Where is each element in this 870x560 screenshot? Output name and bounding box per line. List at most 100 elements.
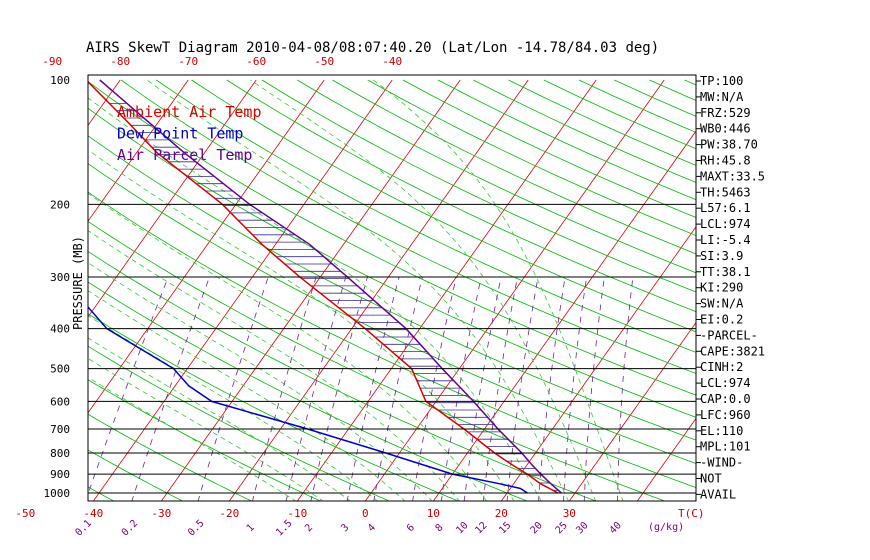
mixing-ratio-tick-label: 8 <box>434 522 446 534</box>
isotherm-line <box>636 417 696 501</box>
pressure-tick-label: 700 <box>50 423 70 436</box>
dry-adiabat-line <box>88 449 184 501</box>
sounding-index-label: TP:100 <box>700 74 743 88</box>
top-temp-tick-label: -50 <box>314 55 334 68</box>
top-temp-tick-label: -80 <box>110 55 130 68</box>
bottom-temp-tick-label: -10 <box>287 507 307 520</box>
moist-adiabat-line <box>88 315 379 501</box>
sounding-index-label: NOT <box>700 472 722 486</box>
background-grid <box>0 79 696 502</box>
mixing-ratio-tick-label: 30 <box>574 520 590 536</box>
mixing-ratio-unit-label: (g/kg) <box>648 522 684 533</box>
bottom-temp-tick-label: -50 <box>15 507 35 520</box>
sounding-index-label: TH:5463 <box>700 185 751 199</box>
top-temp-tick-label: -40 <box>382 55 402 68</box>
mixing-ratio-tick-label: 3 <box>339 522 351 534</box>
pressure-tick-label: 300 <box>50 271 70 284</box>
dry-adiabat-line <box>191 79 696 333</box>
bottom-temp-tick-label: -20 <box>219 507 239 520</box>
moist-adiabat-line <box>146 79 569 501</box>
cape-hatching <box>109 103 559 491</box>
dry-adiabat-line <box>88 220 666 501</box>
isotherm-line <box>500 226 696 501</box>
isotherm-line <box>88 79 325 414</box>
dewpoint-profile <box>88 305 528 494</box>
sounding-index-label: CINH:2 <box>700 360 743 374</box>
bottom-temp-tick-label: 0 <box>362 507 369 520</box>
mixing-ratio-line <box>538 277 566 501</box>
dry-adiabat-line <box>88 135 696 441</box>
legend-entry: Dew Point Temp <box>117 125 243 143</box>
mixing-ratio-tick-label: 15 <box>497 520 513 536</box>
sounding-index-label: LFC:960 <box>700 408 751 422</box>
isotherm-line <box>228 79 529 501</box>
bottom-temp-tick-label: -40 <box>83 507 103 520</box>
dry-adiabat-line <box>88 163 696 464</box>
dry-adiabat-line <box>437 79 696 201</box>
mixing-ratio-tick-label: 10 <box>454 520 470 536</box>
chart-title: AIRS SkewT Diagram 2010-04-08/08:07:40.2… <box>86 40 659 56</box>
mixing-ratio-tick-label: 0.5 <box>186 518 207 539</box>
mixing-ratio-line <box>88 276 169 495</box>
isotherm-line <box>88 79 257 318</box>
pressure-tick-label: 800 <box>50 447 70 460</box>
axis-labels: 1002003004005006007008009001000-120-110-… <box>15 55 705 539</box>
dry-adiabat-line <box>332 79 696 255</box>
mixing-ratio-tick-label: 0.2 <box>120 518 141 539</box>
mixing-ratio-line <box>310 276 368 501</box>
dry-adiabat-line <box>88 81 696 396</box>
pressure-lines <box>88 203 696 494</box>
dry-adiabat-line <box>120 79 696 374</box>
sounding-index-label: -PARCEL- <box>700 328 758 342</box>
moist-adiabat-line <box>373 79 624 501</box>
mixing-ratio-line <box>617 277 634 501</box>
sounding-index-label: LI:-5.4 <box>700 233 751 247</box>
mixing-ratio-tick-label: 40 <box>608 520 624 536</box>
mixing-ratio-line <box>583 277 605 501</box>
moist-adiabat-line <box>88 357 324 501</box>
dry-adiabat-line <box>296 79 696 274</box>
pressure-tick-label: 600 <box>50 395 70 408</box>
mixing-ratio-line <box>197 276 269 501</box>
sounding-index-label: MW:N/A <box>700 90 744 104</box>
mixing-ratio-line <box>463 277 502 501</box>
moist-adiabat-line <box>250 79 597 501</box>
pressure-tick-label: 200 <box>50 198 70 211</box>
top-temp-tick-label: -70 <box>178 55 198 68</box>
sounding-index-label: LCL:974 <box>700 217 751 231</box>
sounding-index-label: -WIND- <box>700 456 743 470</box>
sounding-index-label: SI:3.9 <box>700 249 743 263</box>
isotherm-line <box>364 79 665 501</box>
pressure-tick-label: 100 <box>50 74 70 87</box>
dry-adiabat-line <box>88 413 253 501</box>
sounding-index-label: WB0:446 <box>700 122 751 136</box>
pressure-tick-label: 1000 <box>44 487 71 500</box>
dry-adiabat-line <box>261 79 696 293</box>
top-temp-tick-label: -60 <box>246 55 266 68</box>
sounding-index-label: RH:45.8 <box>700 154 751 168</box>
dry-adiabat-line <box>88 345 391 501</box>
mixing-ratio-line <box>131 276 210 501</box>
dry-adiabat-line <box>156 79 696 353</box>
sounding-index-label: CAP:0.0 <box>700 392 751 406</box>
dry-adiabat-line <box>226 79 696 313</box>
sounding-index-label: EI:0.2 <box>700 313 743 327</box>
sounding-index-label: AVAIL <box>700 487 736 501</box>
legend: Ambient Air Temp Dew Point Temp Air Parcel… <box>117 103 262 164</box>
sounding-index-label: PW:38.70 <box>700 138 758 152</box>
sounding-index-label: SW:N/A <box>700 297 744 311</box>
temp-unit-label: T(C) <box>678 507 705 520</box>
moist-adiabat-line <box>88 376 297 501</box>
isotherm-line <box>0 80 52 502</box>
sounding-indices: TP:100 MW:N/A FRZ:529 WB0:446 PW:38.70 RH:45.… <box>696 74 765 501</box>
mixing-ratio-tick-label: 2 <box>303 522 315 534</box>
pressure-tick-label: 400 <box>50 323 70 336</box>
plot-frame <box>87 74 697 502</box>
isotherm-line <box>88 79 189 222</box>
sounding-index-label: MPL:101 <box>700 440 751 454</box>
bottom-temp-tick-label: 20 <box>495 507 508 520</box>
profiles <box>88 79 562 494</box>
sounding-index-label: L57:6.1 <box>700 201 751 215</box>
sounding-index-label: FRZ:529 <box>700 106 751 120</box>
moist-adiabat-line <box>88 192 488 501</box>
